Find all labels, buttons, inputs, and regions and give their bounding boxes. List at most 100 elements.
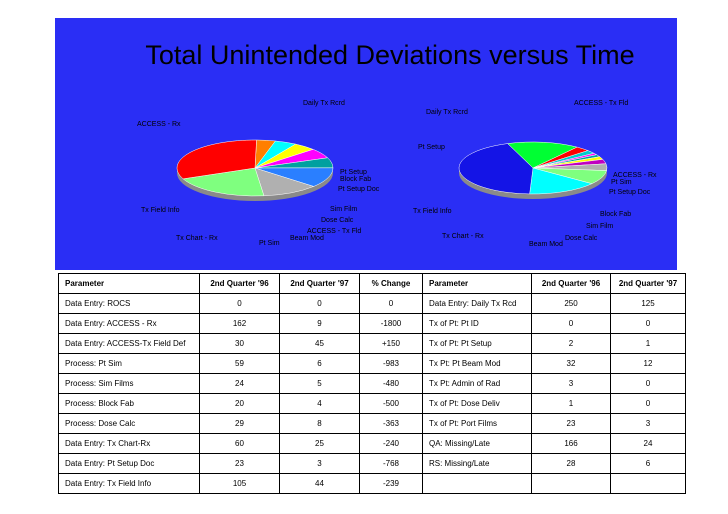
table-cell: -768 — [359, 453, 423, 474]
table-cell: -500 — [359, 393, 423, 414]
header-q97-left: 2nd Quarter '97 — [279, 273, 360, 294]
table-cell: Tx of Pt: Pt Setup — [422, 333, 532, 354]
right-label-pt-sim: Pt Sim — [611, 179, 632, 186]
table-cell: Data Entry: ACCESS - Rx — [58, 313, 200, 334]
pie-slice-access-rx — [176, 139, 257, 180]
table-row: Process: Pt Sim 59 6 -983 Tx Pt: Pt Beam Mod… — [58, 353, 686, 374]
left-label-pt-sim: Pt Sim — [259, 240, 280, 247]
table-cell: 105 — [199, 473, 280, 494]
table-cell: 250 — [531, 293, 611, 314]
header-q96-right: 2nd Quarter '96 — [531, 273, 611, 294]
right-label-access-rx: ACCESS - Rx — [613, 172, 657, 179]
table-cell: Process: Dose Calc — [58, 413, 200, 434]
pie-left-slices — [176, 139, 334, 197]
table-row: Process: Dose Calc 29 8 -363 Tx of Pt: Port … — [58, 413, 686, 434]
table-cell: 20 — [199, 393, 280, 414]
pie-slice-access-tx-fld — [507, 141, 578, 169]
header-q96-left: 2nd Quarter '96 — [199, 273, 280, 294]
table-cell: -480 — [359, 373, 423, 394]
table-cell: 0 — [199, 293, 280, 314]
table-cell: QA: Missing/Late — [422, 433, 532, 454]
table-row: Data Entry: ACCESS-Tx Field Def 30 45 +150 T… — [58, 333, 686, 354]
table-cell: 125 — [610, 293, 686, 314]
chart-background — [55, 18, 677, 270]
table-cell: 162 — [199, 313, 280, 334]
table-row: Data Entry: Pt Setup Doc 23 3 -768 RS: Missi… — [58, 453, 686, 474]
table-cell: 6 — [279, 353, 360, 374]
table-cell: Data Entry: Daily Tx Rcd — [422, 293, 532, 314]
table-cell: 3 — [531, 373, 611, 394]
left-label-access-rx: ACCESS - Rx — [137, 121, 181, 128]
right-label-access-tx-fld: ACCESS - Tx Fld — [574, 100, 628, 107]
right-label-daily-tx-rcrd: Daily Tx Rcrd — [426, 109, 468, 116]
table-row: Process: Block Fab 20 4 -500 Tx of Pt: Dose … — [58, 393, 686, 414]
table-cell: 4 — [279, 393, 360, 414]
pie-right-slices — [458, 141, 608, 195]
table-cell: 0 — [610, 373, 686, 394]
table-cell: 0 — [531, 313, 611, 334]
pie-charts: Daily Tx Rcrd ACCESS - Rx Pt Setup Block… — [137, 100, 657, 248]
table-cell: Process: Block Fab — [58, 393, 200, 414]
table-cell: 44 — [279, 473, 360, 494]
table-header-row: Parameter 2nd Quarter '96 2nd Quarter '9… — [58, 273, 686, 294]
table-cell: 24 — [610, 433, 686, 454]
left-label-tx-chart-rx: Tx Chart - Rx — [176, 235, 218, 242]
table-cell: 5 — [279, 373, 360, 394]
table-row: Data Entry: ACCESS - Rx 162 9 -1800 Tx of Pt… — [58, 313, 686, 334]
table-cell: 29 — [199, 413, 280, 434]
left-label-sim-film: Sim Film — [330, 206, 357, 213]
table-cell: 45 — [279, 333, 360, 354]
table-cell: 0 — [279, 293, 360, 314]
left-label-block-fab: Block Fab — [340, 176, 371, 183]
table-cell: -363 — [359, 413, 423, 434]
left-label-daily-tx-rcrd: Daily Tx Rcrd — [303, 100, 345, 107]
pie-slice-tx-field-info — [182, 167, 265, 197]
table-cell: Data Entry: Pt Setup Doc — [58, 453, 200, 474]
table-cell: 3 — [610, 413, 686, 434]
table-cell: -239 — [359, 473, 423, 494]
table-cell: 1 — [610, 333, 686, 354]
table-cell: 25 — [279, 433, 360, 454]
table-cell: 24 — [199, 373, 280, 394]
pie-slice-daily-tx-rcrd — [458, 143, 534, 195]
table-cell: 28 — [531, 453, 611, 474]
table-cell: Data Entry: Tx Chart-Rx — [58, 433, 200, 454]
left-label-pt-setup-doc: Pt Setup Doc — [338, 186, 380, 193]
right-label-sim-film: Sim Film — [586, 223, 613, 230]
header-q97-right: 2nd Quarter '97 — [610, 273, 686, 294]
table-cell — [422, 473, 532, 494]
table-cell: 59 — [199, 353, 280, 374]
table-cell: 166 — [531, 433, 611, 454]
table-cell: 12 — [610, 353, 686, 374]
table-cell: 0 — [610, 313, 686, 334]
table-cell: Tx of Pt: Pt ID — [422, 313, 532, 334]
table-cell: -240 — [359, 433, 423, 454]
table-cell: Tx of Pt: Dose Deliv — [422, 393, 532, 414]
right-label-tx-field-info: Tx Field Info — [413, 208, 452, 215]
table-cell — [610, 473, 686, 494]
pie-left — [176, 139, 334, 201]
left-label-dose-calc: Dose Calc — [321, 217, 354, 224]
table-row: Data Entry: Tx Chart-Rx 60 25 -240 QA: Missi… — [58, 433, 686, 454]
table-cell: 23 — [199, 453, 280, 474]
table-cell: Data Entry: Tx Field Info — [58, 473, 200, 494]
table-cell: -983 — [359, 353, 423, 374]
right-label-pt-setup: Pt Setup — [418, 144, 445, 151]
table-cell: 60 — [199, 433, 280, 454]
table-row: Process: Sim Films 24 5 -480 Tx Pt: Admin of… — [58, 373, 686, 394]
left-label-tx-field-info: Tx Field Info — [141, 207, 180, 214]
table-cell: 3 — [279, 453, 360, 474]
table-cell: Data Entry: ROCS — [58, 293, 200, 314]
table-cell — [531, 473, 611, 494]
table-cell: 9 — [279, 313, 360, 334]
table-cell: 0 — [359, 293, 423, 314]
header-pct-change: % Change — [359, 273, 423, 294]
header-parameter-left: Parameter — [58, 273, 200, 294]
table-cell: 6 — [610, 453, 686, 474]
deviation-table: Parameter 2nd Quarter '96 2nd Quarter '9… — [58, 273, 686, 494]
left-label-access-tx-fld: ACCESS - Tx Fld — [307, 228, 361, 235]
table-cell: Process: Sim Films — [58, 373, 200, 394]
header-parameter-right: Parameter — [422, 273, 532, 294]
table-cell: 32 — [531, 353, 611, 374]
